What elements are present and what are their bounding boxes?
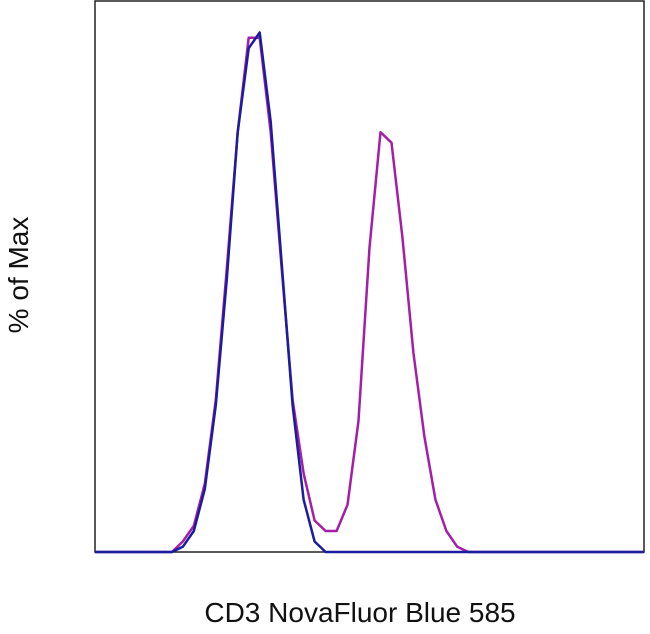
y-axis-label: % of Max bbox=[3, 217, 34, 334]
histogram-line bbox=[95, 36, 644, 554]
x-axis-label: CD3 NovaFluor Blue 585 bbox=[204, 597, 515, 628]
histogram-line bbox=[95, 31, 644, 554]
plot-frame bbox=[94, 0, 645, 553]
